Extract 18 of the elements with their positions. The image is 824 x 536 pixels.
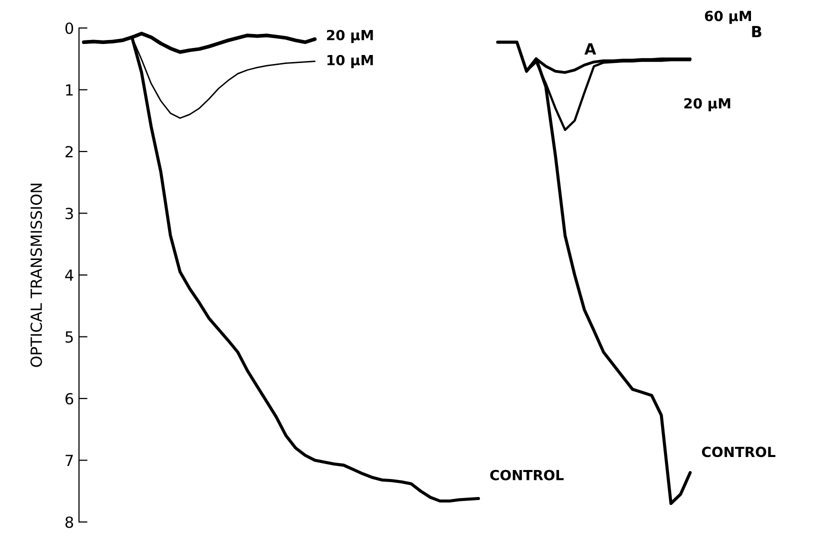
- text: 60 µM: [704, 10, 751, 24]
- y-tick-label: 2: [66, 146, 73, 158]
- y-tick-label: 8: [65, 516, 74, 528]
- series-label: 10 µM: [327, 54, 373, 68]
- y-tick-label: 1: [66, 84, 73, 96]
- series-label: 20 µM: [327, 30, 373, 44]
- y-tick-label: 4: [65, 270, 74, 281]
- y-axis-title: OPTICAL TRANSMISSION: [30, 184, 42, 367]
- y-tick-label: 0: [65, 22, 74, 34]
- text: B: [752, 26, 762, 38]
- y-tick-label: 6: [65, 392, 74, 405]
- annotation: A: [584, 43, 596, 54]
- series-label: CONTROL: [490, 470, 564, 480]
- text: 20 µM: [684, 98, 730, 112]
- series-label: CONTROL: [702, 446, 776, 458]
- y-tick-label: 5: [66, 331, 73, 343]
- y-tick-label: 3: [66, 208, 73, 220]
- y-tick-label: 7: [66, 454, 73, 466]
